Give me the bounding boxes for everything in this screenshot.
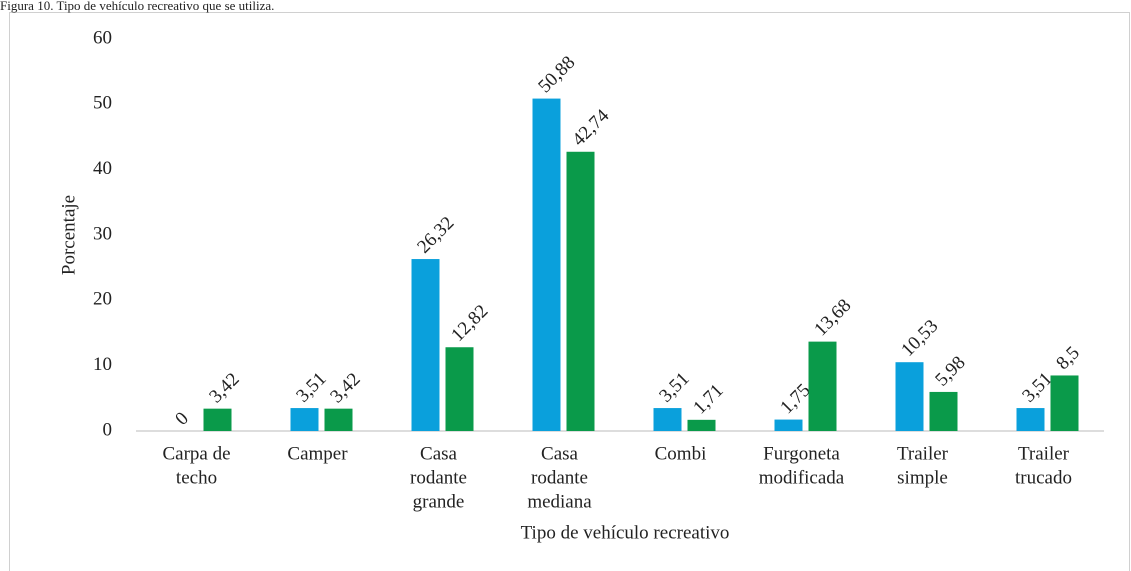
data-label: 5,98 [931, 352, 969, 390]
bar [1050, 375, 1079, 431]
data-label: 13,68 [810, 295, 855, 340]
bar [324, 408, 353, 431]
data-label: 26,32 [413, 213, 458, 258]
bar [203, 408, 232, 431]
data-label: 42,74 [568, 105, 613, 150]
chart-title: Figura 10. Tipo de vehículo recreativo q… [0, 0, 274, 13]
bar [566, 151, 595, 432]
bar [653, 408, 682, 431]
bar [808, 341, 837, 431]
data-label: 3,42 [326, 369, 364, 407]
bar [687, 419, 716, 431]
y-tick-label: 50 [93, 93, 112, 114]
y-tick-label: 40 [93, 158, 112, 179]
data-label: 3,42 [205, 369, 243, 407]
chart-frame [9, 12, 1130, 571]
x-tick-label: Carpa de [162, 443, 230, 464]
bar [1016, 408, 1045, 431]
x-tick-label: Combi [655, 443, 707, 464]
data-label: 12,82 [447, 301, 492, 346]
x-tick-label: Camper [287, 443, 348, 464]
x-tick-label: Trailer [897, 443, 949, 464]
x-tick-label: techo [176, 467, 217, 488]
data-label: 3,51 [655, 368, 693, 406]
data-label: 3,51 [292, 368, 330, 406]
bar [445, 347, 474, 431]
x-axis-label: Tipo de vehículo recreativo [521, 522, 730, 543]
y-tick-label: 30 [93, 223, 112, 244]
bar [532, 98, 561, 432]
y-tick-label: 10 [93, 354, 112, 375]
bar [774, 419, 803, 431]
data-label: 0 [171, 408, 193, 430]
data-label: 1,71 [689, 380, 727, 418]
x-tick-label: simple [897, 467, 948, 488]
x-tick-label: modificada [759, 467, 845, 488]
data-label: 8,5 [1052, 342, 1084, 374]
x-tick-label: Casa [541, 443, 579, 464]
y-tick-label: 20 [93, 289, 112, 310]
bar [290, 408, 319, 431]
x-tick-label: trucado [1015, 467, 1072, 488]
data-label: 10,53 [897, 316, 942, 361]
bar [929, 391, 958, 431]
y-tick-label: 60 [93, 27, 112, 48]
x-tick-label: Trailer [1018, 443, 1070, 464]
data-label: 50,88 [534, 52, 579, 97]
x-tick-label: grande [413, 491, 465, 512]
x-tick-label: mediana [527, 491, 592, 512]
y-tick-label: 0 [103, 419, 113, 440]
x-tick-label: rodante [531, 467, 588, 488]
y-axis-label: Porcentaje [58, 195, 79, 275]
x-tick-label: rodante [410, 467, 467, 488]
bar [411, 259, 440, 431]
x-tick-label: Furgoneta [763, 443, 840, 464]
x-tick-label: Casa [420, 443, 458, 464]
bar [895, 362, 924, 431]
